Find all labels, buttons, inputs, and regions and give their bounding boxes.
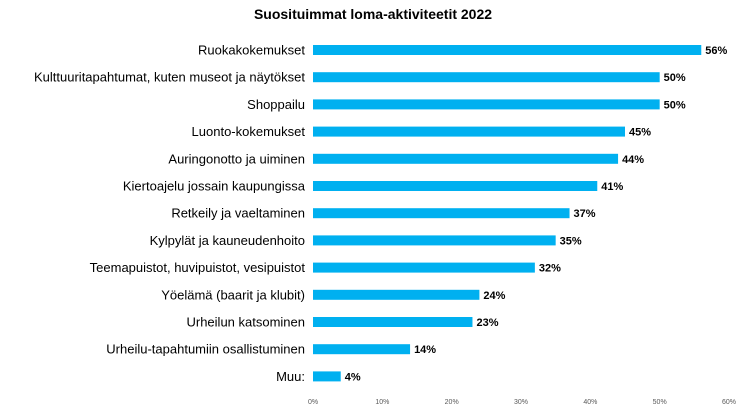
category-label: Luonto-kokemukset — [192, 124, 306, 139]
bar — [313, 262, 535, 273]
data-label: 56% — [705, 45, 727, 57]
data-label: 37% — [574, 208, 596, 220]
bar — [313, 208, 570, 219]
bar — [313, 72, 660, 83]
x-tick-label: 10% — [375, 399, 389, 406]
category-label: Shoppailu — [247, 97, 305, 112]
x-tick-label: 40% — [583, 399, 597, 406]
x-tick-label: 20% — [445, 399, 459, 406]
category-label: Urheilu-tapahtumiin osallistuminen — [106, 342, 305, 357]
bar — [313, 99, 660, 110]
bar — [313, 371, 341, 382]
chart-title: Suosituimmat loma-aktiviteetit 2022 — [253, 6, 493, 22]
data-label: 35% — [560, 235, 582, 247]
data-label: 32% — [539, 263, 561, 275]
category-label: Yöelämä (baarit ja klubit) — [161, 287, 305, 302]
data-label: 50% — [664, 72, 686, 84]
category-label: Ruokakokemukset — [198, 43, 305, 58]
x-tick-label: 50% — [653, 399, 667, 406]
bar — [313, 45, 702, 55]
category-label: Kulttuuritapahtumat, kuten museot ja näy… — [34, 70, 305, 85]
category-label: Urheilun katsominen — [186, 315, 305, 330]
data-label: 41% — [601, 181, 623, 193]
bar — [313, 344, 411, 355]
bar — [313, 126, 625, 137]
bar — [313, 235, 556, 246]
category-label: Auringonotto ja uiminen — [168, 151, 305, 166]
category-label: Kiertoajelu jossain kaupungissa — [123, 179, 306, 194]
data-label: 45% — [629, 127, 651, 139]
data-label: 4% — [345, 371, 361, 383]
x-tick-label: 60% — [722, 399, 736, 406]
bar — [313, 181, 598, 191]
category-label: Teemapuistot, huvipuistot, vesipuistot — [90, 260, 306, 275]
data-label: 50% — [664, 99, 686, 111]
data-label: 14% — [414, 344, 436, 356]
x-tick-label: 30% — [514, 399, 528, 406]
bar — [313, 289, 480, 300]
category-label: Muu: — [276, 369, 305, 384]
bar — [313, 317, 473, 327]
bar — [313, 153, 619, 164]
category-label: Kylpylät ja kauneudenhoito — [150, 233, 305, 248]
data-label: 23% — [476, 317, 498, 329]
x-tick-label: 0% — [308, 399, 318, 406]
category-label: Retkeily ja vaeltaminen — [171, 206, 305, 221]
data-label: 44% — [622, 154, 644, 166]
data-label: 24% — [483, 290, 505, 302]
